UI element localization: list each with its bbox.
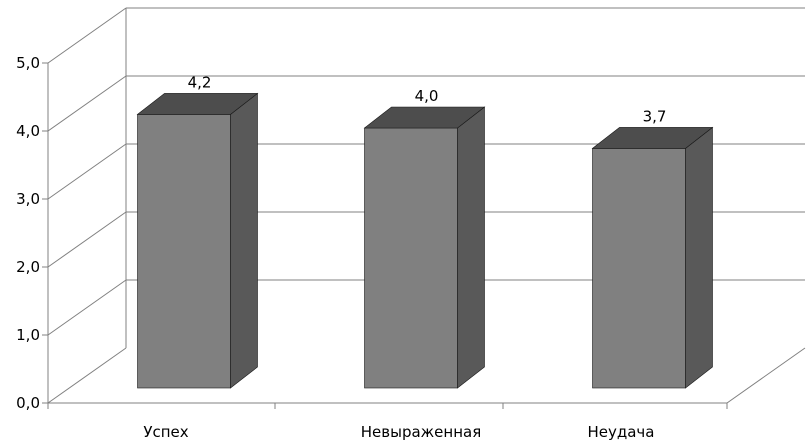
side-gridline (47, 347, 127, 404)
side-gridline (47, 143, 127, 200)
x-category-label: Успех (143, 423, 188, 441)
x-category-label: Невыраженная (361, 423, 481, 441)
y-tick-label: 2,0 (16, 258, 40, 276)
bar-side (457, 106, 485, 389)
bar-top (363, 106, 486, 129)
y-tick-label: 0,0 (16, 394, 40, 412)
side-gridline (47, 279, 127, 336)
data-label: 4,0 (415, 87, 439, 105)
bar-side (230, 92, 258, 389)
side-gridline (47, 75, 127, 132)
bar-top (591, 127, 714, 149)
axes (42, 8, 806, 409)
bar-front (592, 148, 686, 389)
data-labels: 4,2 4,0 3,7 (188, 73, 667, 125)
bars (136, 92, 714, 389)
y-tick-label: 3,0 (16, 190, 40, 208)
bar-front (364, 127, 458, 389)
side-gridline (47, 211, 127, 268)
data-label: 4,2 (188, 73, 212, 91)
bar-side (685, 126, 713, 389)
side-gridline (47, 7, 127, 64)
y-tick-labels: 0,0 1,0 2,0 3,0 4,0 5,0 (16, 54, 40, 412)
y-tick-label: 4,0 (16, 122, 40, 140)
bar-front (137, 114, 231, 389)
y-tick-label: 1,0 (16, 326, 40, 344)
y-tick-label: 5,0 (16, 54, 40, 72)
category-labels: Успех Невыраженная Неудача (143, 423, 654, 441)
x-category-label: Неудача (587, 423, 654, 441)
bar-top (136, 93, 259, 115)
data-label: 3,7 (643, 107, 667, 125)
